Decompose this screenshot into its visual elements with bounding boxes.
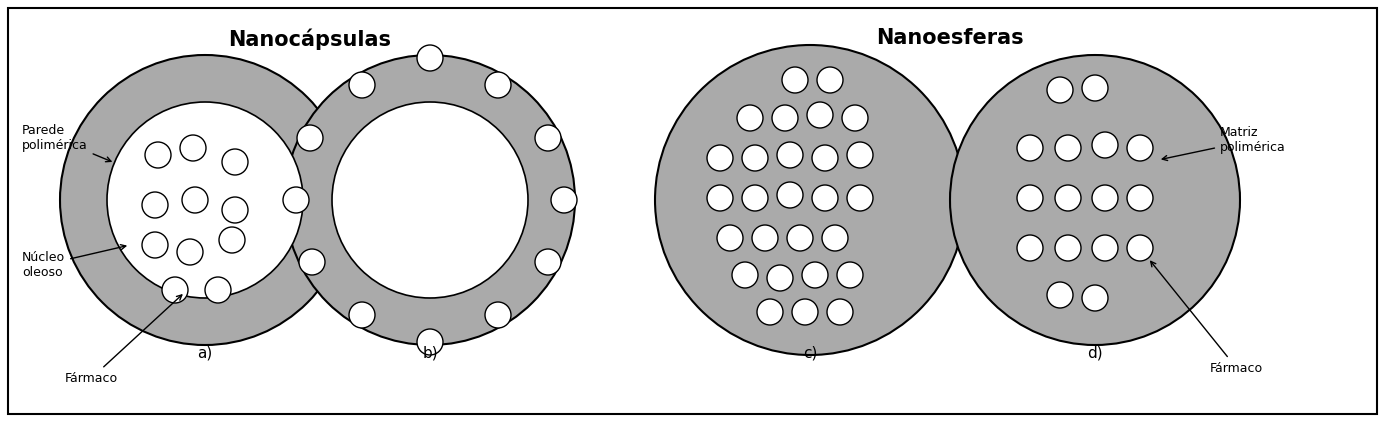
- Circle shape: [283, 187, 309, 213]
- Circle shape: [1047, 77, 1073, 103]
- Text: d): d): [1087, 345, 1102, 360]
- Circle shape: [1082, 75, 1108, 101]
- Circle shape: [143, 232, 168, 258]
- Circle shape: [706, 185, 733, 211]
- Circle shape: [60, 55, 350, 345]
- Text: Nanocápsulas: Nanocápsulas: [229, 28, 392, 49]
- Circle shape: [950, 55, 1240, 345]
- Circle shape: [807, 102, 832, 128]
- Circle shape: [1017, 185, 1043, 211]
- Circle shape: [787, 225, 813, 251]
- Circle shape: [417, 329, 443, 355]
- Circle shape: [817, 67, 843, 93]
- Circle shape: [177, 239, 204, 265]
- Circle shape: [299, 249, 325, 275]
- Text: Fármaco: Fármaco: [65, 295, 181, 384]
- Circle shape: [296, 125, 323, 151]
- Circle shape: [706, 145, 733, 171]
- Circle shape: [485, 72, 511, 98]
- Circle shape: [771, 105, 798, 131]
- Circle shape: [162, 277, 188, 303]
- Circle shape: [485, 302, 511, 328]
- Text: c): c): [803, 345, 817, 360]
- Circle shape: [535, 249, 561, 275]
- Circle shape: [837, 262, 863, 288]
- Circle shape: [219, 227, 245, 253]
- Circle shape: [349, 72, 375, 98]
- Circle shape: [285, 55, 575, 345]
- Circle shape: [205, 277, 231, 303]
- Circle shape: [777, 142, 803, 168]
- Circle shape: [767, 265, 794, 291]
- Text: Nanoesferas: Nanoesferas: [877, 28, 1024, 48]
- Circle shape: [107, 102, 303, 298]
- Circle shape: [1082, 285, 1108, 311]
- Circle shape: [349, 302, 375, 328]
- Circle shape: [752, 225, 778, 251]
- Circle shape: [417, 45, 443, 71]
- Circle shape: [792, 299, 819, 325]
- Circle shape: [1055, 135, 1082, 161]
- Circle shape: [222, 149, 248, 175]
- Circle shape: [222, 197, 248, 223]
- Circle shape: [535, 125, 561, 151]
- Circle shape: [802, 262, 828, 288]
- Circle shape: [143, 192, 168, 218]
- Circle shape: [1127, 135, 1152, 161]
- Circle shape: [1055, 185, 1082, 211]
- Circle shape: [827, 299, 853, 325]
- Circle shape: [777, 182, 803, 208]
- Circle shape: [332, 102, 528, 298]
- Circle shape: [1091, 235, 1118, 261]
- Circle shape: [842, 105, 868, 131]
- Circle shape: [758, 299, 783, 325]
- Circle shape: [848, 185, 873, 211]
- Circle shape: [823, 225, 848, 251]
- Circle shape: [742, 185, 769, 211]
- Circle shape: [1127, 185, 1152, 211]
- Circle shape: [1047, 282, 1073, 308]
- Circle shape: [1091, 185, 1118, 211]
- Text: Fármaco: Fármaco: [1151, 261, 1263, 374]
- Circle shape: [848, 142, 873, 168]
- Circle shape: [717, 225, 742, 251]
- Text: b): b): [422, 345, 438, 360]
- Circle shape: [812, 185, 838, 211]
- Text: a): a): [198, 345, 213, 360]
- Circle shape: [181, 187, 208, 213]
- Circle shape: [180, 135, 206, 161]
- Circle shape: [733, 262, 758, 288]
- Circle shape: [551, 187, 578, 213]
- Circle shape: [742, 145, 769, 171]
- Circle shape: [812, 145, 838, 171]
- Circle shape: [145, 142, 170, 168]
- Circle shape: [783, 67, 807, 93]
- Circle shape: [1091, 132, 1118, 158]
- Text: Núcleo
oleoso: Núcleo oleoso: [22, 245, 126, 279]
- Text: Parede
polimérica: Parede polimérica: [22, 124, 111, 162]
- Circle shape: [655, 45, 965, 355]
- Circle shape: [1127, 235, 1152, 261]
- Circle shape: [1055, 235, 1082, 261]
- Circle shape: [737, 105, 763, 131]
- Circle shape: [1017, 235, 1043, 261]
- Circle shape: [1017, 135, 1043, 161]
- Text: Matriz
polimérica: Matriz polimérica: [1162, 126, 1285, 160]
